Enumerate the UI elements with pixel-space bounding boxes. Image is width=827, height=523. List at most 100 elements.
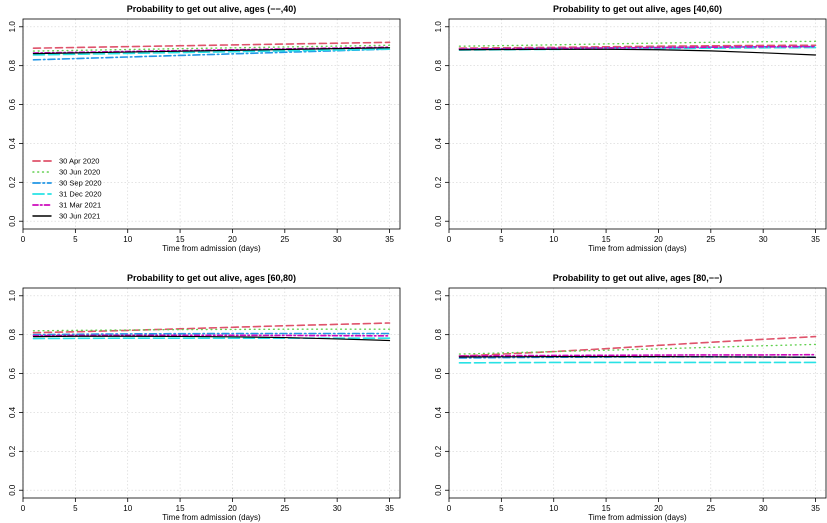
x-tick-label: 10 — [123, 235, 132, 244]
legend-entry-label: 31 Mar 2021 — [59, 201, 101, 210]
x-tick-label: 30 — [333, 235, 342, 244]
grid — [448, 19, 826, 229]
panel-title: Probability to get out alive, ages [60,8… — [127, 273, 296, 283]
grid — [22, 288, 400, 498]
y-tick-label: 0.0 — [8, 484, 17, 496]
y-tick-label: 0.8 — [8, 60, 17, 72]
y-tick-label: 0.2 — [8, 445, 17, 457]
y-tick-label: 0.2 — [8, 176, 17, 188]
y-tick-label: 1.0 — [8, 290, 17, 302]
x-tick-label: 10 — [549, 235, 558, 244]
series-line — [458, 48, 817, 56]
x-tick-label: 10 — [549, 504, 558, 513]
panel-age-over-80: Probability to get out alive, ages [80,−… — [434, 273, 827, 522]
x-axis-label: Time from admission (days) — [588, 244, 687, 253]
x-tick-label: 35 — [385, 235, 394, 244]
series-line — [32, 335, 391, 342]
x-axis-ticks: 0 5 10 15 20 25 30 35 — [447, 498, 821, 513]
series-line — [458, 45, 817, 50]
series-line — [458, 40, 817, 47]
legend-entry-label: 30 Jun 2021 — [59, 212, 100, 221]
y-tick-label: 0.2 — [434, 445, 443, 457]
plot-frame — [22, 18, 401, 230]
x-axis-ticks: 0 5 10 15 20 25 30 35 — [21, 229, 395, 244]
x-tick-label: 5 — [499, 235, 504, 244]
x-tick-label: 30 — [333, 504, 342, 513]
y-tick-label: 0.8 — [8, 329, 17, 341]
y-tick-label: 0.4 — [434, 406, 443, 418]
y-tick-label: 0.6 — [8, 98, 17, 110]
x-tick-label: 20 — [654, 235, 663, 244]
y-axis-ticks: 0.0 0.2 0.4 0.6 0.8 1.0 — [434, 290, 449, 496]
x-axis-ticks: 0 5 10 15 20 25 30 35 — [21, 498, 395, 513]
x-tick-label: 5 — [73, 235, 78, 244]
panel-title: Probability to get out alive, ages [80,−… — [553, 273, 723, 283]
panel-title: Probability to get out alive, ages (−−,4… — [127, 4, 297, 14]
y-tick-label: 0.6 — [434, 98, 443, 110]
y-tick-label: 0.0 — [434, 484, 443, 496]
series-lines — [458, 40, 817, 56]
y-tick-label: 0.0 — [434, 215, 443, 227]
x-tick-label: 35 — [811, 235, 820, 244]
x-tick-label: 35 — [385, 504, 394, 513]
x-tick-label: 0 — [21, 235, 26, 244]
y-tick-label: 0.0 — [8, 215, 17, 227]
x-tick-label: 20 — [654, 504, 663, 513]
x-tick-label: 25 — [706, 235, 715, 244]
panel-age-60-80: Probability to get out alive, ages [60,8… — [8, 273, 401, 522]
x-tick-label: 0 — [447, 235, 452, 244]
x-tick-label: 35 — [811, 504, 820, 513]
x-tick-label: 30 — [759, 235, 768, 244]
series-line — [458, 353, 817, 357]
y-tick-label: 1.0 — [434, 290, 443, 302]
x-tick-label: 5 — [73, 504, 78, 513]
grid — [448, 288, 826, 498]
y-tick-label: 0.2 — [434, 176, 443, 188]
y-axis-ticks: 0.0 0.2 0.4 0.6 0.8 1.0 — [8, 290, 23, 496]
x-tick-label: 0 — [21, 504, 26, 513]
plot-frame — [448, 18, 827, 230]
x-tick-label: 15 — [176, 504, 185, 513]
y-tick-label: 0.4 — [8, 137, 17, 149]
legend-entry-label: 30 Jun 2020 — [59, 168, 100, 177]
x-tick-label: 25 — [280, 235, 289, 244]
x-tick-label: 30 — [759, 504, 768, 513]
x-tick-label: 10 — [123, 504, 132, 513]
legend-entry-label: 30 Sep 2020 — [59, 179, 102, 188]
series-line — [32, 47, 391, 55]
x-tick-label: 15 — [602, 235, 611, 244]
series-lines — [458, 335, 817, 364]
series-line — [32, 328, 391, 332]
x-tick-label: 20 — [228, 504, 237, 513]
series-line — [32, 48, 391, 56]
series-line — [32, 48, 391, 61]
x-tick-label: 15 — [176, 235, 185, 244]
series-line — [32, 332, 391, 336]
series-lines — [32, 41, 391, 61]
y-tick-label: 0.6 — [8, 367, 17, 379]
x-tick-label: 25 — [706, 504, 715, 513]
series-line — [32, 41, 391, 49]
legend-entry-label: 30 Apr 2020 — [59, 157, 99, 166]
y-axis-ticks: 0.0 0.2 0.4 0.6 0.8 1.0 — [8, 21, 23, 227]
plot-frame — [448, 287, 827, 499]
y-tick-label: 0.4 — [8, 406, 17, 418]
legend-entry-label: 31 Dec 2020 — [59, 190, 102, 199]
x-axis-label: Time from admission (days) — [162, 513, 261, 522]
panel-age-under-40: Probability to get out alive, ages (−−,4… — [8, 4, 401, 253]
series-line — [32, 334, 391, 337]
series-line — [458, 335, 817, 357]
plot-frame — [22, 287, 401, 499]
panel-title: Probability to get out alive, ages [40,6… — [553, 4, 722, 14]
x-tick-label: 25 — [280, 504, 289, 513]
series-line — [458, 343, 817, 355]
x-tick-label: 0 — [447, 504, 452, 513]
y-tick-label: 0.8 — [434, 329, 443, 341]
x-axis-label: Time from admission (days) — [588, 513, 687, 522]
x-tick-label: 15 — [602, 504, 611, 513]
x-tick-label: 5 — [499, 504, 504, 513]
series-line — [32, 44, 391, 52]
y-tick-label: 0.8 — [434, 60, 443, 72]
y-tick-label: 0.4 — [434, 137, 443, 149]
